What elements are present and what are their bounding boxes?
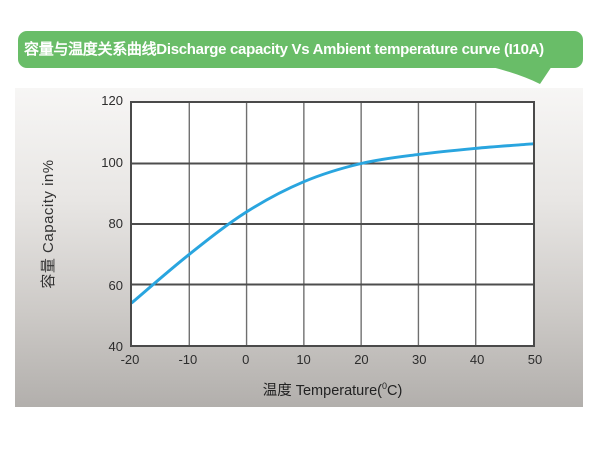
x-tick-label: -20 [120,352,140,367]
x-tick-label: 20 [354,352,369,367]
x-tick-label: 40 [469,352,485,367]
y-tick-label: 120 [101,93,123,108]
y-tick-label: 40 [108,339,123,354]
x-axis-tick-labels: -20 -10 0 10 20 30 40 50 [121,352,543,370]
title-banner: 容量与温度关系曲线Discharge capacity Vs Ambient t… [18,31,583,68]
chart-canvas [132,103,533,345]
x-tick-label: 50 [527,352,543,367]
banner-tail-shape [488,66,552,84]
x-tick-label: 10 [296,352,311,367]
x-axis-degree-sup: 0 [381,381,387,392]
x-tick-label: 0 [242,352,250,367]
capacity-curve [132,142,533,305]
y-axis-title: 容量 Capacity in% [40,159,57,289]
y-axis-tick-labels: 40 60 80 100 120 [0,93,123,354]
banner-tail-pointer [488,66,552,84]
x-axis-title: 温度 Temperature(0C) [130,379,535,400]
plot-area [130,101,535,347]
x-tick-label: -10 [178,352,198,367]
y-tick-label: 80 [108,216,123,231]
x-tick-label: 30 [412,352,427,367]
x-axis-title-unit: C) [386,383,403,399]
y-tick-label: 100 [101,154,123,170]
chart-title: 容量与温度关系曲线Discharge capacity Vs Ambient t… [24,41,544,58]
y-tick-label: 60 [108,277,123,293]
x-axis-title-text: 温度 Temperature( [262,383,382,399]
